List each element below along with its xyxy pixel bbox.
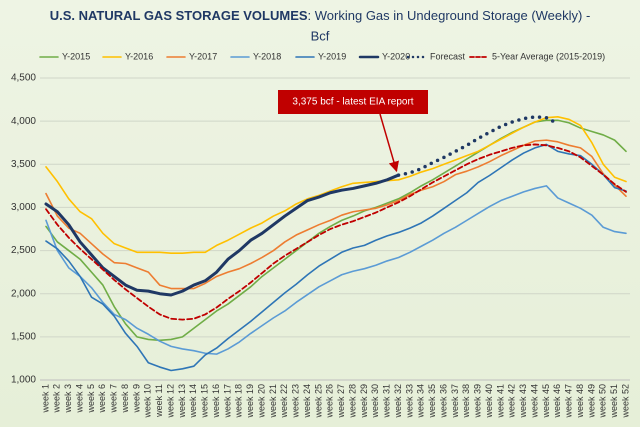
x-tick-label: week 18 [234, 384, 244, 419]
x-tick-label: week 30 [370, 384, 380, 419]
x-tick-label: week 29 [359, 384, 369, 419]
x-tick-label: week 9 [131, 384, 141, 414]
x-tick-label: week 11 [154, 384, 164, 418]
x-tick-label: week 16 [211, 384, 221, 419]
x-tick-label: week 22 [279, 384, 289, 419]
legend-label: Y-2016 [125, 51, 153, 61]
series-line [45, 185, 627, 355]
x-tick-label: week 27 [336, 384, 346, 419]
x-tick-label: week 26 [325, 384, 335, 419]
series-line [45, 139, 627, 290]
x-tick-label: week 10 [143, 384, 153, 419]
y-tick-label: 1,500 [11, 331, 36, 342]
legend-label: Forecast [430, 51, 466, 61]
y-tick-label: 4,000 [11, 116, 36, 127]
x-tick-label: week 2 [52, 384, 62, 414]
x-tick-label: week 36 [438, 384, 448, 419]
x-tick-label: week 46 [552, 384, 562, 419]
y-tick-label: 2,500 [11, 245, 36, 256]
series-line [45, 143, 627, 372]
annotation-text: 3,375 bcf - latest EIA report [292, 97, 413, 108]
x-tick-label: week 39 [473, 384, 483, 419]
title-bold: U.S. NATURAL GAS STORAGE VOLUMES [50, 8, 308, 23]
x-tick-label: week 33 [404, 384, 414, 419]
x-tick-label: week 45 [541, 384, 551, 419]
legend-label: Y-2019 [318, 51, 346, 61]
x-tick-label: week 4 [74, 384, 84, 414]
x-tick-label: week 25 [313, 384, 323, 419]
legend-label: Y-2015 [62, 51, 90, 61]
x-tick-label: week 47 [564, 384, 574, 419]
x-tick-label: week 28 [347, 384, 357, 419]
y-tick-label: 3,500 [11, 159, 36, 170]
x-tick-label: week 43 [518, 384, 528, 419]
x-tick-label: week 37 [450, 384, 460, 419]
x-tick-label: week 35 [427, 384, 437, 419]
x-tick-label: week 50 [598, 384, 608, 419]
y-tick-label: 2,000 [11, 288, 36, 299]
x-tick-label: week 49 [586, 384, 596, 419]
legend-label: Y-2017 [189, 51, 217, 61]
x-tick-label: week 24 [302, 384, 312, 419]
series-line [45, 116, 627, 254]
x-tick-label: week 34 [416, 384, 426, 419]
title-rest: : Working Gas in Undeground Storage (Wee… [308, 8, 591, 23]
series-line [45, 143, 627, 321]
series-line [396, 115, 560, 177]
x-tick-label: week 12 [165, 384, 175, 419]
x-tick-label: week 1 [40, 384, 50, 414]
x-tick-label: week 51 [609, 384, 619, 419]
chart-title: U.S. NATURAL GAS STORAGE VOLUMES: Workin… [50, 8, 591, 23]
x-tick-label: week 7 [109, 384, 119, 414]
x-tick-label: week 19 [245, 384, 255, 419]
x-tick-label: week 3 [63, 384, 73, 414]
legend-label: Y-2018 [253, 51, 281, 61]
legend-label: Y-2020 [382, 51, 410, 61]
x-tick-label: week 21 [268, 384, 278, 419]
y-tick-label: 3,000 [11, 202, 36, 213]
x-tick-label: week 17 [222, 384, 232, 419]
x-tick-label: week 23 [291, 384, 301, 419]
legend-label: 5-Year Average (2015-2019) [492, 51, 605, 61]
y-tick-label: 4,500 [11, 73, 36, 84]
x-tick-label: week 5 [86, 384, 96, 414]
x-tick-label: week 44 [529, 384, 539, 419]
y-tick-label: 1,000 [11, 375, 36, 386]
chart-title-line2: Bcf [311, 28, 330, 43]
x-tick-label: week 20 [256, 384, 266, 419]
x-tick-label: week 52 [620, 384, 630, 419]
x-tick-label: week 6 [97, 384, 107, 414]
x-tick-label: week 41 [495, 384, 505, 419]
x-tick-label: week 8 [120, 384, 130, 414]
x-tick-label: week 48 [575, 384, 585, 419]
annotation-box [278, 90, 428, 114]
x-tick-label: week 15 [200, 384, 210, 419]
annotation-arrow [379, 113, 399, 173]
x-tick-label: week 31 [382, 384, 392, 419]
x-tick-label: week 40 [484, 384, 494, 419]
series-line [44, 173, 401, 297]
x-tick-label: week 13 [177, 384, 187, 419]
x-tick-label: week 32 [393, 384, 403, 419]
x-tick-label: week 42 [507, 384, 517, 419]
x-tick-label: week 14 [188, 384, 198, 419]
x-tick-label: week 38 [461, 384, 471, 419]
